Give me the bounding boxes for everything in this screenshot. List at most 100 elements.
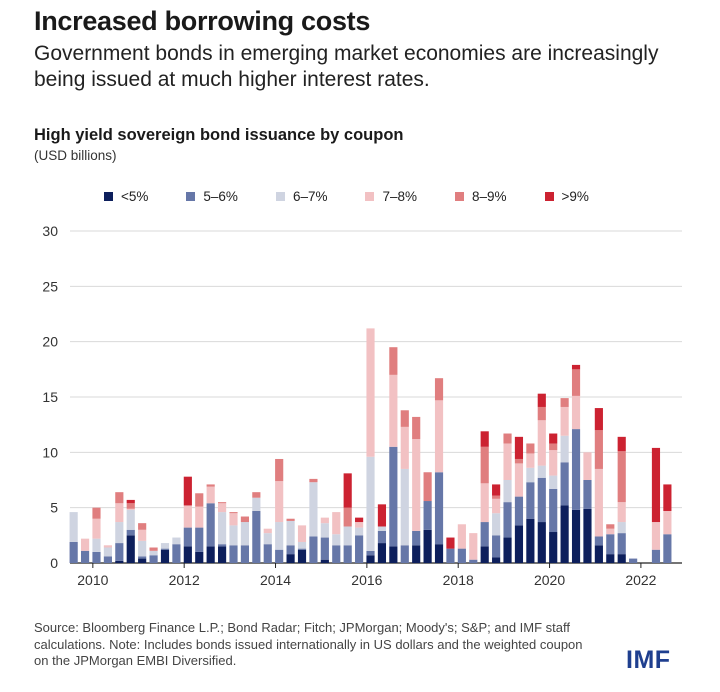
bar-segment-22-s2 bbox=[320, 523, 329, 538]
bar-segment-38-s3 bbox=[503, 443, 512, 480]
chart-unit-label: (USD billions) bbox=[34, 148, 117, 163]
bar-segment-26-s1 bbox=[366, 550, 375, 556]
chart-title: High yield sovereign bond issuance by co… bbox=[34, 126, 404, 144]
bar-segment-15-s4 bbox=[240, 516, 250, 523]
bar-segment-42-s4 bbox=[549, 443, 558, 451]
y-tick-label-15: 15 bbox=[42, 389, 58, 405]
page-title: Increased borrowing costs bbox=[34, 6, 371, 36]
bar-segment-51-s3 bbox=[651, 522, 661, 550]
bar-segment-25-s3 bbox=[355, 522, 364, 528]
bar-segment-41-s4 bbox=[537, 406, 546, 421]
bar-segment-30-s3 bbox=[412, 439, 421, 531]
bar-segment-42-s1 bbox=[549, 488, 558, 533]
bar-segment-18-s2 bbox=[275, 522, 284, 550]
bar-segment-38-s0 bbox=[503, 537, 512, 563]
bar-segment-2-s2 bbox=[92, 538, 101, 552]
bar-segment-37-s1 bbox=[492, 535, 501, 558]
bar-segment-0-s1 bbox=[69, 541, 78, 563]
bar-segment-47-s0 bbox=[606, 554, 615, 563]
x-tick-label-2016: 2016 bbox=[351, 572, 382, 588]
legend-label-3: 7–8% bbox=[382, 189, 417, 204]
page-subtitle: Government bonds in emerging market econ… bbox=[34, 42, 659, 91]
x-tick-label-2010: 2010 bbox=[77, 572, 108, 588]
bar-segment-42-s2 bbox=[549, 475, 558, 489]
bar-segment-2-s4 bbox=[92, 507, 101, 519]
y-tick-label-5: 5 bbox=[50, 500, 58, 516]
bar-segment-31-s1 bbox=[423, 501, 432, 530]
bar-segment-29-s2 bbox=[400, 468, 409, 546]
bar-segment-6-s4 bbox=[138, 523, 147, 530]
bar-segment-39-s1 bbox=[514, 496, 524, 526]
bar-segment-42-s0 bbox=[549, 532, 558, 563]
bar-segment-43-s4 bbox=[560, 398, 569, 407]
bar-segment-27-s5 bbox=[377, 504, 387, 527]
legend-swatch-3 bbox=[365, 192, 375, 201]
bar-segment-39-s0 bbox=[514, 525, 524, 563]
bar-segment-37-s5 bbox=[492, 484, 501, 496]
legend-item-2: 6–7% bbox=[275, 189, 328, 204]
source-note: Source: Bloomberg Finance L.P.; Bond Rad… bbox=[34, 620, 583, 668]
bar-segment-25-s2 bbox=[355, 527, 364, 536]
bar-segment-20-s1 bbox=[297, 548, 307, 550]
bar-segment-4-s3 bbox=[115, 503, 124, 523]
legend-label-4: 8–9% bbox=[472, 189, 507, 204]
bar-segment-13-s4 bbox=[218, 502, 227, 504]
x-tick-label-2014: 2014 bbox=[260, 572, 291, 588]
bar-segment-10-s0 bbox=[183, 546, 192, 563]
legend-label-0: <5% bbox=[121, 189, 149, 204]
bar-segment-12-s4 bbox=[206, 484, 215, 487]
bar-segment-29-s3 bbox=[400, 426, 409, 469]
bar-segment-29-s4 bbox=[400, 410, 409, 427]
bar-segment-48-s2 bbox=[617, 522, 626, 534]
bar-segment-34-s1 bbox=[457, 548, 466, 563]
bar-segment-22-s3 bbox=[320, 517, 329, 524]
legend-swatch-1 bbox=[186, 192, 196, 201]
bar-segment-43-s0 bbox=[560, 505, 569, 563]
bar-segment-30-s0 bbox=[412, 545, 421, 563]
bar-segment-36-s5 bbox=[480, 431, 489, 447]
bar-segment-41-s2 bbox=[537, 465, 546, 478]
bar-segment-24-s5 bbox=[343, 473, 352, 508]
bar-segment-33-s1 bbox=[446, 548, 455, 563]
bar-segment-36-s4 bbox=[480, 446, 489, 484]
bar-segment-34-s3 bbox=[457, 524, 466, 549]
bar-segment-15-s1 bbox=[240, 545, 250, 563]
bar-segment-4-s0 bbox=[115, 560, 124, 563]
bar-segment-18-s1 bbox=[275, 549, 284, 563]
legend-label-2: 6–7% bbox=[292, 189, 328, 204]
bar-segment-5-s2 bbox=[126, 509, 135, 530]
bar-segment-31-s0 bbox=[423, 529, 432, 563]
bar-segment-42-s5 bbox=[549, 433, 558, 444]
bar-segment-46-s4 bbox=[594, 430, 603, 469]
bar-segment-28-s1 bbox=[389, 446, 398, 547]
bar-segment-28-s0 bbox=[389, 546, 398, 563]
bar-segment-5-s5 bbox=[126, 499, 135, 504]
bar-segment-18-s4 bbox=[275, 458, 284, 482]
x-tick-label-2022: 2022 bbox=[625, 572, 656, 588]
bar-segment-3-s2 bbox=[103, 547, 112, 557]
bar-segment-30-s4 bbox=[412, 416, 421, 440]
bar-segment-24-s4 bbox=[343, 507, 352, 527]
bar-segment-11-s3 bbox=[195, 506, 204, 528]
bar-segment-43-s3 bbox=[560, 406, 569, 436]
bar-segment-48-s0 bbox=[617, 554, 626, 563]
bar-segment-10-s1 bbox=[183, 527, 192, 547]
y-tick-label-25: 25 bbox=[42, 278, 58, 294]
bar-segment-45-s0 bbox=[583, 508, 592, 563]
bar-segment-52-s1 bbox=[663, 534, 672, 563]
bar-segment-43-s2 bbox=[560, 435, 569, 463]
bar-segment-45-s1 bbox=[583, 480, 592, 509]
bar-segment-16-s1 bbox=[252, 510, 261, 563]
bar-segment-3-s3 bbox=[103, 545, 112, 548]
bar-segment-40-s2 bbox=[526, 467, 535, 483]
bar-segment-15-s2 bbox=[240, 522, 250, 546]
legend-label-1: 5–6% bbox=[203, 189, 238, 204]
bar-segment-45-s3 bbox=[583, 452, 592, 480]
bar-segment-7-s2 bbox=[149, 550, 158, 556]
x-tick-label-2018: 2018 bbox=[443, 572, 474, 588]
bar-segment-10-s5 bbox=[183, 476, 192, 506]
bar-segment-14-s1 bbox=[229, 545, 238, 563]
bar-segment-42-s3 bbox=[549, 450, 558, 476]
bar-segment-6-s2 bbox=[138, 540, 147, 557]
bar-segment-3-s1 bbox=[103, 556, 112, 563]
